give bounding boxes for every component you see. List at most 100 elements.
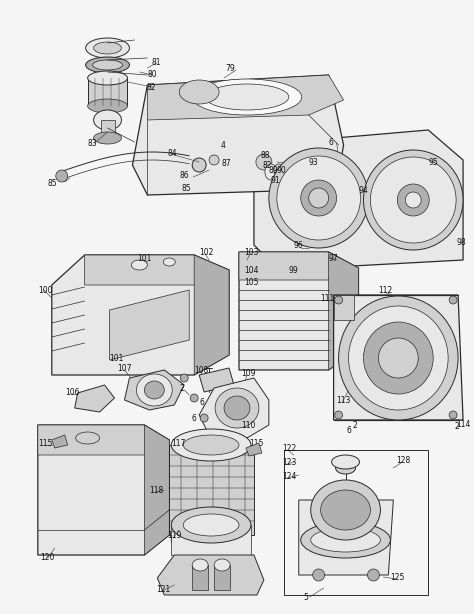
Text: 104: 104 bbox=[244, 265, 258, 274]
Ellipse shape bbox=[209, 155, 219, 165]
Text: 83: 83 bbox=[88, 139, 97, 147]
Text: 6: 6 bbox=[346, 426, 351, 435]
Ellipse shape bbox=[92, 60, 122, 70]
Text: 86: 86 bbox=[179, 171, 189, 179]
Bar bbox=[88, 78, 128, 106]
Text: 99: 99 bbox=[289, 265, 299, 274]
Text: 88: 88 bbox=[261, 150, 270, 160]
Polygon shape bbox=[194, 255, 229, 375]
Ellipse shape bbox=[277, 156, 361, 240]
Ellipse shape bbox=[76, 432, 100, 444]
Ellipse shape bbox=[328, 152, 339, 164]
Ellipse shape bbox=[88, 71, 128, 85]
Text: 108: 108 bbox=[194, 365, 209, 375]
Ellipse shape bbox=[313, 569, 325, 581]
Text: 5: 5 bbox=[304, 593, 309, 602]
Ellipse shape bbox=[335, 296, 343, 304]
Text: 103: 103 bbox=[244, 247, 258, 257]
Ellipse shape bbox=[269, 148, 368, 248]
Text: 2: 2 bbox=[353, 421, 357, 430]
Text: 101: 101 bbox=[109, 354, 124, 362]
Ellipse shape bbox=[179, 80, 219, 104]
Text: 81: 81 bbox=[151, 58, 161, 66]
Text: 115: 115 bbox=[38, 438, 52, 448]
Polygon shape bbox=[147, 75, 344, 120]
Bar bbox=[192, 565, 208, 590]
Text: 121: 121 bbox=[156, 586, 171, 594]
Text: 106: 106 bbox=[65, 387, 79, 397]
Ellipse shape bbox=[192, 158, 206, 172]
Ellipse shape bbox=[145, 381, 164, 399]
Ellipse shape bbox=[378, 338, 418, 378]
Text: 107: 107 bbox=[118, 363, 132, 373]
Polygon shape bbox=[52, 435, 68, 448]
Text: 105: 105 bbox=[244, 278, 258, 287]
Ellipse shape bbox=[56, 170, 68, 182]
Ellipse shape bbox=[131, 260, 147, 270]
Ellipse shape bbox=[224, 396, 250, 420]
Text: 102: 102 bbox=[199, 247, 214, 257]
Text: 93: 93 bbox=[309, 158, 319, 166]
Ellipse shape bbox=[364, 150, 463, 250]
Ellipse shape bbox=[93, 132, 121, 144]
Ellipse shape bbox=[183, 435, 239, 455]
Ellipse shape bbox=[449, 296, 457, 304]
Polygon shape bbox=[52, 255, 229, 375]
Polygon shape bbox=[334, 295, 463, 420]
Ellipse shape bbox=[265, 164, 277, 180]
Text: 119: 119 bbox=[167, 532, 182, 540]
Text: 2: 2 bbox=[179, 384, 184, 392]
Ellipse shape bbox=[190, 394, 198, 402]
Ellipse shape bbox=[88, 99, 128, 113]
Ellipse shape bbox=[371, 157, 456, 243]
Ellipse shape bbox=[336, 462, 356, 474]
Ellipse shape bbox=[256, 154, 272, 170]
Polygon shape bbox=[125, 370, 184, 410]
Text: 2: 2 bbox=[454, 421, 459, 430]
Text: 101: 101 bbox=[137, 254, 152, 263]
Polygon shape bbox=[334, 295, 354, 320]
Ellipse shape bbox=[86, 57, 129, 73]
Ellipse shape bbox=[192, 79, 302, 115]
Text: 123: 123 bbox=[282, 457, 296, 467]
Text: 6: 6 bbox=[191, 413, 196, 422]
Ellipse shape bbox=[320, 490, 371, 530]
Text: 114: 114 bbox=[456, 419, 471, 429]
Text: 6: 6 bbox=[328, 138, 334, 147]
Ellipse shape bbox=[215, 388, 259, 428]
Bar bbox=[169, 445, 254, 535]
Text: 128: 128 bbox=[396, 456, 410, 465]
Polygon shape bbox=[246, 443, 262, 456]
Ellipse shape bbox=[192, 559, 208, 571]
Polygon shape bbox=[145, 425, 169, 555]
Text: 80: 80 bbox=[147, 69, 157, 79]
Ellipse shape bbox=[348, 306, 448, 410]
Polygon shape bbox=[132, 75, 344, 195]
Ellipse shape bbox=[205, 84, 289, 110]
Text: 82: 82 bbox=[146, 82, 156, 91]
Ellipse shape bbox=[171, 522, 251, 558]
Text: 111: 111 bbox=[320, 293, 335, 303]
Ellipse shape bbox=[332, 455, 359, 469]
Text: 97: 97 bbox=[328, 254, 338, 263]
Text: 125: 125 bbox=[391, 572, 405, 581]
Bar bbox=[214, 565, 230, 590]
Polygon shape bbox=[109, 290, 189, 360]
Text: 90: 90 bbox=[277, 166, 287, 174]
Text: 89: 89 bbox=[269, 166, 279, 174]
Ellipse shape bbox=[338, 296, 458, 420]
Polygon shape bbox=[199, 368, 234, 392]
Bar bbox=[284, 450, 428, 595]
Polygon shape bbox=[75, 385, 115, 412]
Polygon shape bbox=[38, 425, 169, 555]
Polygon shape bbox=[239, 252, 358, 280]
Ellipse shape bbox=[449, 411, 457, 419]
Ellipse shape bbox=[397, 184, 429, 216]
Text: 122: 122 bbox=[282, 443, 296, 453]
Text: 95: 95 bbox=[428, 158, 438, 166]
Ellipse shape bbox=[310, 528, 381, 552]
Ellipse shape bbox=[301, 180, 337, 216]
Ellipse shape bbox=[93, 42, 121, 54]
Bar bbox=[100, 120, 115, 138]
Ellipse shape bbox=[164, 258, 175, 266]
